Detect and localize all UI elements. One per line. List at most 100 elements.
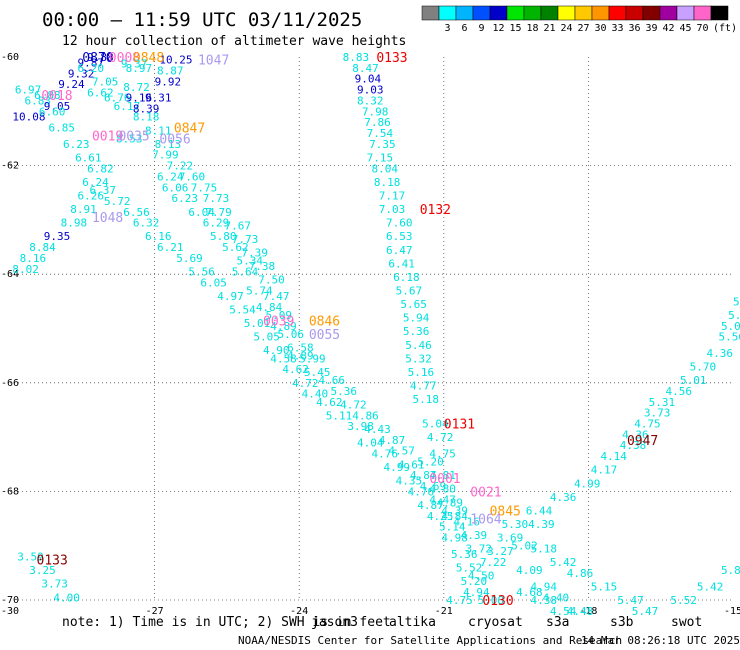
wave-height-value: 8.02: [12, 263, 39, 276]
y-tick-label: -64: [1, 269, 19, 280]
wave-height-value: 4.36: [706, 347, 733, 360]
wave-height-value: 7.60: [386, 217, 413, 230]
wave-height-value: 7.73: [232, 233, 259, 246]
wave-height-value: 5.02: [511, 540, 538, 553]
wave-height-value: 6.06: [162, 181, 189, 194]
wave-height-value: 5.18: [412, 393, 439, 406]
color-scale-label: 30: [594, 23, 606, 34]
wave-height-value: 7.15: [367, 151, 394, 164]
wave-height-value: 7.05: [92, 75, 119, 88]
wave-height-value: 4.86: [567, 567, 594, 580]
wave-height-value: 4.90: [263, 344, 290, 357]
color-scale-label: 39: [645, 23, 657, 34]
wave-height-value: 5.47: [617, 594, 644, 607]
wave-height-value: 9.37: [121, 57, 148, 70]
wave-height-value: 8.53: [116, 132, 143, 145]
lat-lon-grid: [10, 57, 733, 601]
wave-height-value: 5.36: [451, 548, 478, 561]
y-tick-label: -70: [1, 595, 19, 606]
wave-height-value: 6.56: [123, 206, 149, 219]
wave-height-value: 6.83: [24, 94, 51, 107]
wave-height-value: 7.99: [152, 149, 179, 162]
pass-time-label: 0056: [159, 132, 190, 147]
wave-height-value: 5.42: [550, 556, 577, 569]
wave-height-value: 4.61: [398, 458, 425, 471]
color-swatch: [676, 5, 695, 21]
wave-height-value: 5.45: [304, 366, 331, 379]
color-swatch: [710, 5, 729, 21]
x-tick-label: -30: [1, 606, 19, 617]
wave-height-value: 7.86: [364, 116, 391, 129]
pass-time-label: 0133: [37, 553, 68, 568]
pass-time-label: 0131: [444, 418, 475, 433]
wave-height-value: 7.39: [241, 246, 267, 259]
color-scale-label: 9: [478, 23, 484, 34]
color-scale-label: 70: [696, 23, 708, 34]
wave-height-value: 8.83: [343, 51, 370, 64]
wave-height-value: 6.29: [203, 217, 230, 230]
wave-height-value: 6.62: [87, 86, 114, 99]
color-swatch: [540, 5, 559, 21]
wave-height-value: 6.37: [90, 184, 117, 197]
wave-height-value: 5.31: [649, 396, 676, 409]
color-swatch: [489, 5, 508, 21]
color-swatch: [693, 5, 712, 21]
color-scale-label: 42: [662, 23, 674, 34]
wave-height-value: 9.35: [44, 230, 71, 243]
pass-time-label: 0130: [482, 594, 513, 609]
color-scale-label: 24: [560, 23, 572, 34]
wave-height-value: 8.87: [157, 65, 184, 78]
wave-height-value: 4.16: [453, 515, 480, 528]
wave-height-value: 8.04: [372, 162, 399, 175]
wave-height-value: 8.72: [123, 81, 149, 94]
wave-height-value: 5.09: [265, 309, 292, 322]
wave-height-value: 4.89: [287, 350, 314, 363]
color-scale-label: 15: [509, 23, 521, 34]
wave-height-value: 10.25: [159, 54, 192, 67]
wave-height-value: 5.42: [697, 580, 724, 593]
x-tick-label: -15: [724, 606, 740, 617]
wave-height-value: 4.76: [408, 485, 435, 498]
wave-height-value: 6.82: [87, 162, 114, 175]
wave-height-value: 4.04: [357, 437, 384, 450]
wave-height-value: 4.36: [622, 428, 649, 441]
wave-height-value: 4.38: [620, 439, 647, 452]
wave-height-value: 6.26: [77, 189, 104, 202]
wave-height-value: 5.62: [222, 241, 249, 254]
wave-height-value: 5.14: [439, 521, 466, 534]
pass-time-label: 0055: [309, 328, 340, 343]
wave-height-value: 5.20: [417, 456, 444, 469]
wave-height-value: 3.27: [487, 545, 514, 558]
wave-height-value: 7.79: [205, 206, 232, 219]
wave-height-value: 6.04: [188, 206, 215, 219]
x-tick-label: -24: [290, 606, 308, 617]
wave-height-value: 5.06: [278, 328, 305, 341]
wave-height-value: 3.25: [29, 564, 55, 577]
wave-height-value: 4.94: [463, 586, 490, 599]
wave-height-value: 3.73: [644, 407, 671, 420]
wave-height-value: 4.58: [270, 352, 297, 365]
wave-height-value: 9.87: [77, 56, 104, 69]
wave-height-value: 6.85: [49, 122, 75, 135]
wave-height-value: 8.39: [133, 103, 160, 116]
wave-height-value: 6.23: [63, 138, 90, 151]
color-swatch: [659, 5, 678, 21]
footer-note: note: 1) Time is in UTC; 2) SWH is in fe…: [62, 615, 391, 630]
color-swatch: [591, 5, 610, 21]
wave-height-value: 9.31: [145, 92, 172, 105]
wave-height-value: 4.87: [379, 434, 406, 447]
wave-height-value: 8.98: [61, 217, 88, 230]
wave-height-value: 6.24: [82, 176, 109, 189]
color-scale-label: 18: [526, 23, 538, 34]
wave-height-value: 5.72: [104, 195, 130, 208]
y-tick-label: -60: [1, 52, 19, 63]
wave-height-value: 4.75: [446, 594, 473, 607]
color-swatch: [557, 5, 576, 21]
wave-height-value: 8.32: [357, 94, 384, 107]
wave-height-value: 6.41: [388, 257, 415, 270]
wave-height-value: 8.91: [70, 203, 97, 216]
pass-time-label: 1047: [198, 54, 229, 69]
wave-height-value: 7.73: [203, 192, 230, 205]
wave-height-value: 6.16: [145, 230, 172, 243]
